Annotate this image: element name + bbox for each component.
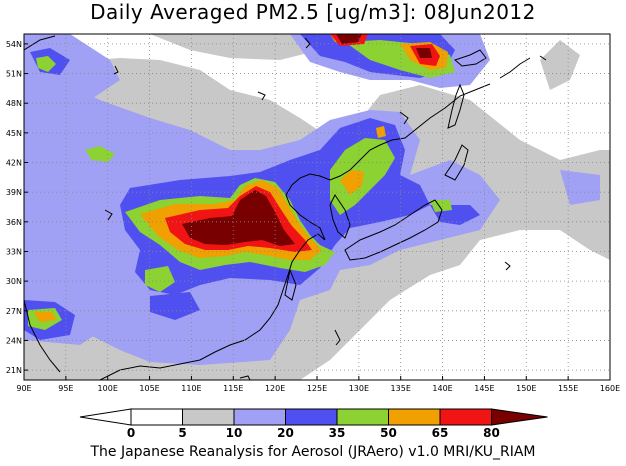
colorbar: 0 5 10 20 35 50 65 80	[79, 408, 548, 440]
colorbar-level-label: 10	[226, 426, 243, 440]
colorbar-level-label: 65	[432, 426, 449, 440]
lon-tick-label: 110E	[181, 384, 201, 393]
lat-tick-label: 33N	[6, 247, 22, 256]
colorbar-segment	[336, 408, 389, 426]
concentration-field	[24, 34, 610, 380]
lat-tick-label: 51N	[6, 70, 22, 79]
colorbar-segment	[130, 408, 183, 426]
lon-tick-label: 160E	[600, 384, 620, 393]
colorbar-under-arrow	[79, 408, 132, 426]
lat-tick-label: 30N	[6, 277, 22, 286]
colorbar-level-label: 0	[127, 426, 135, 440]
map-title: Daily Averaged PM2.5 [ug/m3]: 08Jun2012	[90, 0, 536, 24]
lon-tick-label: 155E	[558, 384, 578, 393]
colorbar-segment	[182, 408, 235, 426]
lat-tick-label: 45N	[6, 129, 22, 138]
lat-tick-label: 48N	[6, 99, 22, 108]
colorbar-segment	[285, 408, 338, 426]
lon-tick-label: 100E	[98, 384, 118, 393]
lon-tick-label: 120E	[265, 384, 285, 393]
colorbar-level-label: 80	[483, 426, 500, 440]
colorbar-segment	[439, 408, 492, 426]
lon-tick-label: 105E	[139, 384, 159, 393]
lat-tick-label: 27N	[6, 307, 22, 316]
lon-tick-label: 125E	[307, 384, 327, 393]
map-gridlines	[24, 34, 610, 380]
colorbar-level-label: 50	[380, 426, 397, 440]
colorbar-segment	[233, 408, 286, 426]
colorbar-segment	[388, 408, 441, 426]
colorbar-level-label: 5	[178, 426, 186, 440]
axis-ticks: 90E 95E 100E 105E 110E 115E 120E 125E 130E 135E 14…	[6, 40, 620, 393]
lon-tick-label: 130E	[349, 384, 369, 393]
colorbar-level-label: 35	[329, 426, 346, 440]
lat-tick-label: 42N	[6, 159, 22, 168]
coastlines	[24, 35, 547, 380]
lon-tick-label: 150E	[516, 384, 536, 393]
lon-tick-label: 140E	[432, 384, 452, 393]
lon-tick-label: 90E	[16, 384, 31, 393]
colorbar-over-arrow	[491, 408, 548, 426]
lat-tick-label: 54N	[6, 40, 22, 49]
lat-tick-label: 39N	[6, 188, 22, 197]
lat-tick-label: 36N	[6, 218, 22, 227]
shade-80-plus	[182, 34, 432, 246]
colorbar-level-label: 20	[277, 426, 294, 440]
lon-tick-label: 135E	[391, 384, 411, 393]
lat-tick-label: 24N	[6, 336, 22, 345]
lat-tick-label: 21N	[6, 366, 22, 375]
lon-tick-label: 115E	[223, 384, 243, 393]
lon-tick-label: 145E	[474, 384, 494, 393]
lon-tick-label: 95E	[58, 384, 73, 393]
footer-credit: The Japanese Reanalysis for Aerosol (JRA…	[90, 444, 536, 460]
